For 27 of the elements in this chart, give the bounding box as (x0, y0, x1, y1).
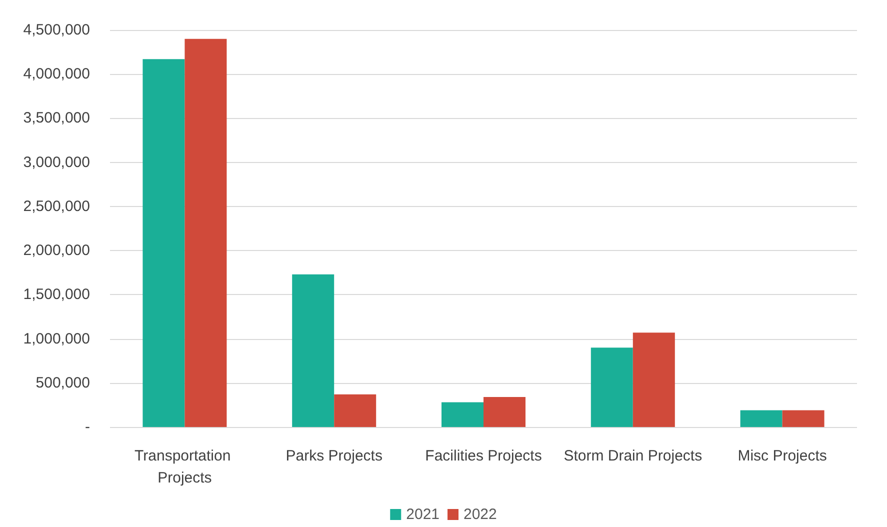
bar (142, 59, 185, 427)
y-tick-label: 2,500,000 (23, 198, 90, 215)
bar (740, 410, 782, 427)
y-tick-label: 4,000,000 (23, 66, 90, 83)
bar (590, 348, 633, 427)
bar (292, 274, 334, 427)
y-tick-label: 4,500,000 (23, 22, 90, 38)
y-tick-label: 500,000 (36, 374, 90, 392)
bar (782, 410, 824, 427)
x-tick-label: Facilities Projects (425, 448, 542, 464)
bar (484, 397, 526, 427)
y-tick-label: - (85, 418, 90, 436)
y-tick-label: 2,000,000 (23, 242, 90, 260)
x-tick-label: Transportation Projects (134, 448, 235, 486)
y-tick-label: 1,000,000 (23, 330, 90, 348)
y-tick-label: 1,500,000 (23, 286, 90, 304)
x-tick-label: Storm Drain Projects (564, 448, 702, 464)
bar (632, 332, 675, 427)
bar (184, 38, 227, 427)
y-tick-label: 3,500,000 (23, 110, 90, 127)
legend-label: 2021 (406, 506, 440, 523)
legend-label: 2022 (464, 506, 497, 523)
y-tick-label: 3,000,000 (23, 154, 90, 171)
bar (334, 394, 376, 427)
x-tick-label: Parks Projects (286, 448, 382, 464)
bar (442, 402, 484, 427)
x-tick-label: Misc Projects (738, 448, 827, 464)
